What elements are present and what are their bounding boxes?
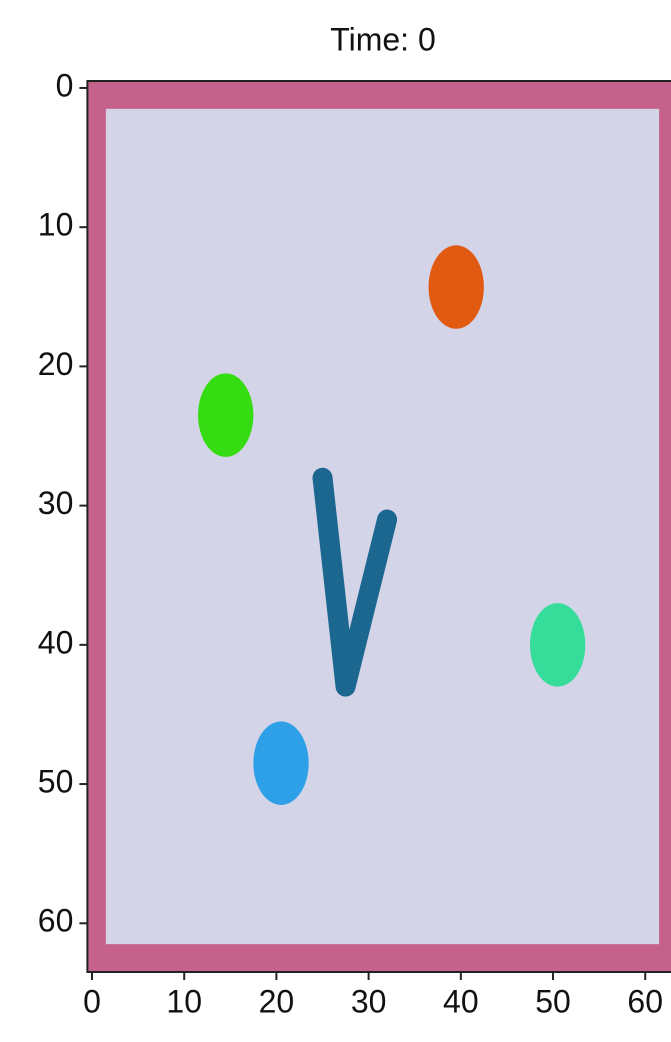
plot-area [87, 81, 671, 972]
x-tick-label: 60 [627, 983, 663, 1019]
x-tick-label: 40 [443, 983, 479, 1019]
y-tick-label: 60 [38, 903, 74, 939]
y-tick-label: 50 [38, 764, 74, 800]
y-tick-label: 40 [38, 624, 74, 660]
chart: Time: 0 0 10 20 30 40 50 60 0 10 20 30 40 50 60 [0, 0, 671, 1037]
x-tick-label: 0 [83, 983, 101, 1019]
chart-title: Time: 0 [330, 21, 436, 57]
x-tick-label: 30 [351, 983, 387, 1019]
target-dot [429, 245, 484, 329]
x-tick-label: 20 [259, 983, 295, 1019]
y-tick-label: 10 [38, 207, 74, 243]
x-tick-label: 10 [166, 983, 202, 1019]
y-tick-label: 0 [56, 67, 74, 103]
y-tick-label: 20 [38, 346, 74, 382]
y-tick-label: 30 [38, 485, 74, 521]
target-dot [198, 373, 253, 457]
x-tick-label: 50 [535, 983, 571, 1019]
target-dot [253, 721, 308, 805]
target-dot [530, 603, 585, 687]
